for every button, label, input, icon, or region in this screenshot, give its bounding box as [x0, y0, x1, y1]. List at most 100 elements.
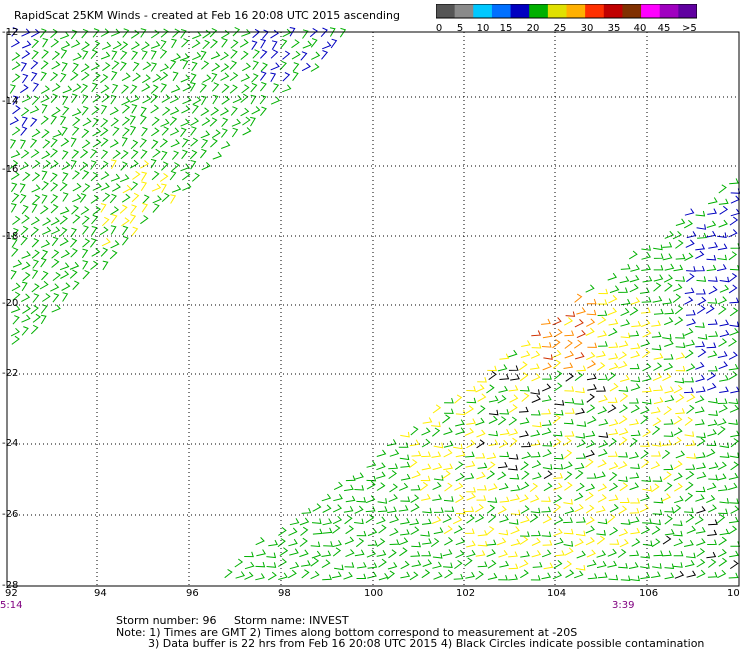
- legend-swatch: [641, 4, 661, 18]
- wind-barb: [60, 31, 70, 40]
- wind-barb: [270, 29, 279, 39]
- wind-barb: [21, 204, 29, 215]
- wind-barb: [641, 319, 651, 328]
- wind-barb: [454, 482, 464, 491]
- wind-barb: [162, 106, 171, 116]
- wind-barb: [277, 538, 286, 548]
- wind-barb: [140, 115, 147, 125]
- wind-barb: [530, 494, 540, 503]
- wind-barb: [685, 513, 695, 523]
- wind-barb: [354, 505, 364, 514]
- wind-barb: [388, 549, 397, 559]
- wind-barb: [686, 318, 697, 326]
- wind-barb: [452, 515, 463, 525]
- wind-barb: [542, 441, 553, 447]
- wind-barb: [51, 236, 59, 247]
- wind-barb: [455, 494, 465, 504]
- wind-barb: [476, 495, 487, 501]
- wind-barb: [641, 458, 650, 468]
- wind-barb: [499, 409, 510, 415]
- wind-barb: [31, 184, 41, 193]
- wind-speed-legend: 0 5 10 15 20 25 30 35 40 45 >50 knots: [436, 4, 697, 34]
- wind-barb: [329, 27, 336, 37]
- wind-barb: [686, 453, 697, 459]
- time-right-label: 3:39: [612, 600, 635, 611]
- wind-barb: [674, 316, 684, 326]
- wind-barb: [40, 115, 49, 125]
- wind-barb: [210, 138, 218, 148]
- wind-barb: [41, 104, 48, 114]
- wind-barb: [662, 298, 673, 305]
- wind-barb: [694, 516, 704, 525]
- wind-barb: [455, 427, 465, 435]
- wind-barb: [22, 271, 31, 282]
- wind-barb: [20, 149, 30, 159]
- wind-barb: [585, 504, 595, 514]
- wind-barb: [400, 571, 411, 579]
- wind-barb: [287, 569, 297, 579]
- wind-barb: [629, 398, 639, 404]
- wind-barb: [598, 341, 608, 347]
- wind-barb: [532, 472, 542, 480]
- wind-barb: [684, 287, 695, 294]
- wind-barb: [131, 104, 138, 114]
- wind-barb: [10, 269, 17, 280]
- wind-barb: [432, 481, 442, 491]
- wind-barb: [552, 430, 563, 437]
- wind-barb: [211, 72, 218, 83]
- wind-barb: [718, 305, 727, 315]
- wind-barb: [686, 404, 695, 414]
- wind-barb: [499, 451, 510, 458]
- wind-barb: [321, 559, 331, 569]
- wind-barb: [475, 384, 485, 393]
- wind-barb: [99, 226, 109, 236]
- wind-barb: [202, 29, 211, 39]
- wind-barb: [629, 507, 640, 514]
- wind-barb: [554, 516, 564, 525]
- wind-barb: [421, 463, 432, 471]
- wind-barb: [642, 362, 652, 372]
- wind-barb: [563, 528, 574, 535]
- note-line-1: Note: 1) Times are GMT 2) Times along bo…: [116, 626, 578, 639]
- wind-barb: [190, 73, 197, 83]
- wind-barb: [696, 548, 706, 557]
- wind-barb: [674, 495, 684, 504]
- wind-barb: [608, 494, 619, 502]
- wind-barb: [565, 311, 576, 317]
- wind-barb: [377, 498, 388, 504]
- wind-barb: [433, 475, 444, 481]
- wind-barb: [508, 385, 519, 392]
- wind-barb: [576, 439, 586, 448]
- wind-barb: [617, 360, 628, 369]
- wind-barb: [376, 516, 386, 525]
- wind-barb: [140, 160, 150, 169]
- wind-barb: [171, 150, 180, 160]
- wind-barb: [102, 62, 111, 72]
- wind-barb: [653, 352, 664, 360]
- wind-barb: [92, 138, 102, 148]
- wind-barb: [684, 296, 694, 305]
- wind-barb: [443, 427, 453, 435]
- wind-barb: [717, 254, 727, 261]
- wind-barb: [530, 389, 541, 395]
- wind-barb: [50, 28, 59, 39]
- wind-barb: [640, 307, 651, 314]
- wind-barb: [251, 106, 261, 115]
- wind-barb: [399, 547, 408, 557]
- wind-barb: [674, 305, 684, 315]
- wind-barb: [708, 397, 718, 404]
- wind-barb: [696, 462, 706, 470]
- wind-barb: [110, 225, 117, 235]
- wind-barb: [587, 415, 597, 424]
- wind-barb: [708, 365, 718, 372]
- wind-barb: [729, 404, 740, 413]
- wind-barb: [292, 71, 299, 81]
- wind-barb: [552, 359, 561, 369]
- wind-barb: [31, 238, 40, 248]
- wind-barb: [653, 282, 662, 292]
- wind-barb: [82, 269, 90, 280]
- wind-barb: [12, 315, 20, 325]
- wind-barb: [50, 71, 59, 82]
- wind-barb: [696, 471, 707, 479]
